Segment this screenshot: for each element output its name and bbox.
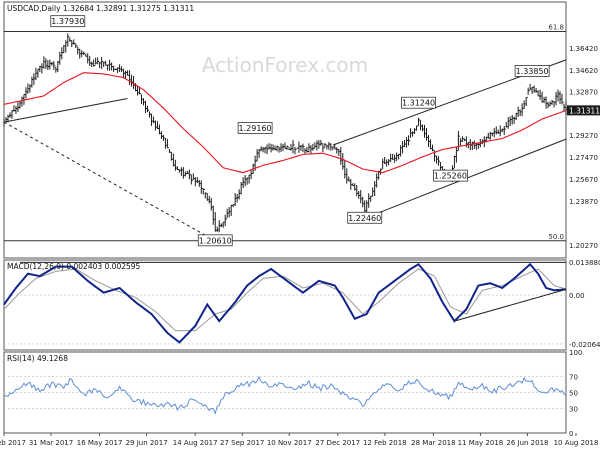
fib-label: 61.8 <box>548 24 564 32</box>
pivot-label: 1.20610 <box>199 236 232 245</box>
current-price-tag <box>567 105 600 116</box>
x-tick-label: 31 Mar 2017 <box>29 439 73 447</box>
x-tick-label: 27 Dec 2017 <box>315 439 360 447</box>
rsi-tick-label: 70 <box>569 373 578 381</box>
price-tick-label: 1.23870 <box>569 198 598 206</box>
rsi-tick-label: 30 <box>569 406 578 414</box>
rsi-tick-label: 0 <box>569 430 573 438</box>
price-tick-label: 1.25670 <box>569 176 598 184</box>
x-tick-label: 27 Sep 2017 <box>220 439 264 447</box>
price-tick-label: 1.36420 <box>569 45 598 53</box>
watermark: ActionForex.com <box>202 53 368 77</box>
price-tick-label: 1.29270 <box>569 132 598 140</box>
ma-line <box>3 72 567 174</box>
x-tick-label: 29 Jun 2017 <box>126 439 168 447</box>
current-price-label: 1.31311 <box>569 106 600 115</box>
macd-tick-label: 0.00 <box>569 292 585 300</box>
pivot-label: 1.37930 <box>51 17 84 26</box>
x-tick-label: 26 Jun 2018 <box>506 439 548 447</box>
x-tick-label: 28 Mar 2018 <box>411 439 455 447</box>
rsi-title: RSI(14) 49.1268 <box>7 354 68 363</box>
x-tick-label: 16 May 2017 <box>77 439 123 447</box>
x-tick-label: 10 Nov 2017 <box>267 439 312 447</box>
pivot-label-box <box>433 169 468 182</box>
pivot-label-box <box>514 65 550 77</box>
price-tick-label: 1.34620 <box>569 67 598 75</box>
price-tick-label: 1.20270 <box>569 242 598 250</box>
macd-tick-label: -0.020646 <box>569 341 600 349</box>
fib-label: 50.0 <box>548 233 564 241</box>
price-title: USDCAD,Daily 1.32684 1.32891 1.31275 1.3… <box>7 4 194 13</box>
rsi-line <box>3 375 567 415</box>
price-tick-label: 1.27470 <box>569 154 598 162</box>
x-tick-label: 14 Aug 2017 <box>173 439 218 447</box>
price-tick-label: 1.32870 <box>569 88 598 96</box>
x-tick-label: 12 Feb 2018 <box>363 439 407 447</box>
price-panel-frame <box>3 1 567 259</box>
macd-trendline <box>454 288 567 322</box>
macd-tick-label: 0.013880 <box>569 259 600 267</box>
x-tick-label: 10 Aug 2018 <box>554 439 599 447</box>
macd-signal-line <box>3 268 567 332</box>
pivot-label-box <box>50 15 86 28</box>
macd-panel-frame <box>3 259 567 351</box>
pivot-label-box <box>347 211 383 224</box>
macd-title: MACD(12,26,9) 0.002403 0.002595 <box>7 262 141 271</box>
trendline <box>3 121 216 242</box>
pivot-label-box <box>401 96 436 109</box>
x-tick-label: 15 Feb 2017 <box>0 439 26 447</box>
x-tick-label: 11 May 2018 <box>458 439 504 447</box>
macd-line <box>3 262 567 344</box>
pivot-label: 1.22460 <box>348 214 381 223</box>
trendline <box>3 98 128 123</box>
rsi-tick-label: 100 <box>569 349 582 357</box>
pivot-label: 1.25260 <box>434 172 467 181</box>
rsi-tick-label: 50 <box>569 390 578 398</box>
pivot-label: 1.31240 <box>402 99 435 108</box>
pivot-label: 1.29160 <box>239 124 272 133</box>
pivot-label-box <box>237 122 273 134</box>
pivot-label-box <box>197 234 233 247</box>
pivot-label: 1.33850 <box>516 67 549 76</box>
